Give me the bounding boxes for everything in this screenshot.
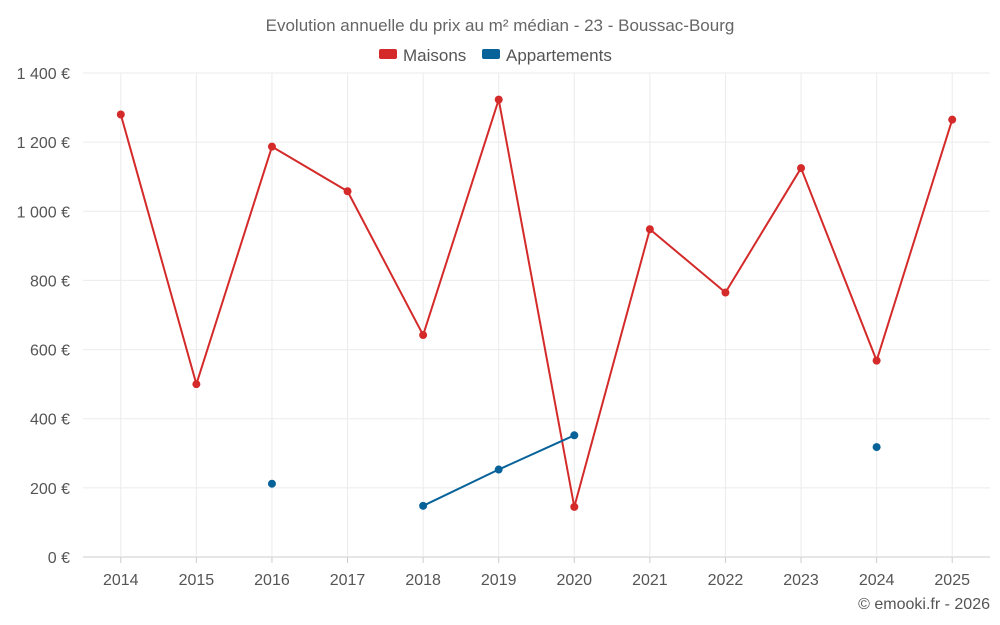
- data-point-appartements[interactable]: [570, 431, 579, 440]
- series-line-maisons: [648, 228, 727, 294]
- x-tick-label: 2018: [405, 572, 441, 589]
- y-tick-label: 800 €: [30, 273, 70, 290]
- x-tick-label: 2015: [179, 572, 215, 589]
- data-point-appartements[interactable]: [267, 479, 276, 488]
- series-line-maisons: [119, 113, 198, 386]
- data-point-appartements[interactable]: [494, 465, 503, 474]
- y-tick-label: 0 €: [48, 550, 70, 567]
- series-line-maisons: [800, 167, 878, 362]
- x-axis-ticks: 2014 2015 2016 2017 2018 2019 2020 2021 2022 2023…: [103, 557, 970, 589]
- x-tick-label: 2020: [556, 572, 592, 589]
- series-line-appartements: [422, 468, 500, 507]
- data-point-maisons[interactable]: [494, 95, 503, 104]
- x-tick-label: 2025: [934, 572, 970, 589]
- series-line-maisons: [724, 167, 803, 294]
- data-point-maisons[interactable]: [948, 115, 957, 124]
- x-tick-label: 2014: [103, 572, 139, 589]
- data-point-maisons[interactable]: [343, 187, 352, 196]
- y-tick-label: 1 200 €: [17, 135, 70, 152]
- data-point-maisons[interactable]: [570, 502, 579, 511]
- x-tick-label: 2021: [632, 572, 668, 589]
- chart-title: Evolution annuelle du prix au m² médian …: [266, 16, 735, 35]
- series-line-maisons: [346, 190, 425, 337]
- y-tick-label: 600 €: [30, 343, 70, 360]
- data-point-maisons[interactable]: [192, 380, 201, 389]
- x-tick-label: 2023: [783, 572, 819, 589]
- series-line-maisons: [270, 145, 349, 193]
- series-layer: [116, 95, 957, 511]
- series-line-maisons: [875, 118, 954, 362]
- legend-label-maisons[interactable]: Maisons: [403, 46, 466, 65]
- x-tick-label: 2016: [254, 572, 290, 589]
- series-line-maisons: [497, 98, 576, 508]
- data-point-appartements[interactable]: [872, 443, 881, 452]
- grid: [83, 72, 990, 558]
- data-point-maisons[interactable]: [872, 356, 881, 365]
- credit: © emooki.fr - 2026: [858, 596, 990, 613]
- x-tick-label: 2017: [330, 572, 366, 589]
- series-line-maisons: [195, 145, 273, 386]
- y-tick-label: 200 €: [30, 481, 70, 498]
- data-point-maisons[interactable]: [645, 225, 654, 234]
- data-point-maisons[interactable]: [721, 288, 730, 297]
- legend: Maisons Appartements: [379, 46, 612, 65]
- data-point-maisons[interactable]: [267, 142, 276, 151]
- x-tick-label: 2024: [859, 572, 895, 589]
- legend-swatch-appartements: [482, 49, 500, 59]
- data-point-maisons[interactable]: [797, 164, 806, 173]
- y-tick-label: 1 400 €: [17, 66, 70, 83]
- series-line-maisons: [422, 98, 500, 337]
- data-point-maisons[interactable]: [116, 110, 125, 119]
- x-tick-label: 2022: [708, 572, 744, 589]
- data-point-appartements[interactable]: [419, 501, 428, 510]
- y-axis-ticks: 0 € 200 € 400 € 600 € 800 € 1 000 € 1 200 € 1 4…: [17, 66, 70, 567]
- y-tick-label: 1 000 €: [17, 204, 70, 221]
- legend-label-appartements[interactable]: Appartements: [506, 46, 612, 65]
- series-line-appartements: [497, 434, 576, 471]
- series-line-maisons: [573, 228, 651, 508]
- y-tick-label: 400 €: [30, 412, 70, 429]
- legend-swatch-maisons: [379, 49, 397, 59]
- x-tick-label: 2019: [481, 572, 517, 589]
- data-point-maisons[interactable]: [419, 331, 428, 340]
